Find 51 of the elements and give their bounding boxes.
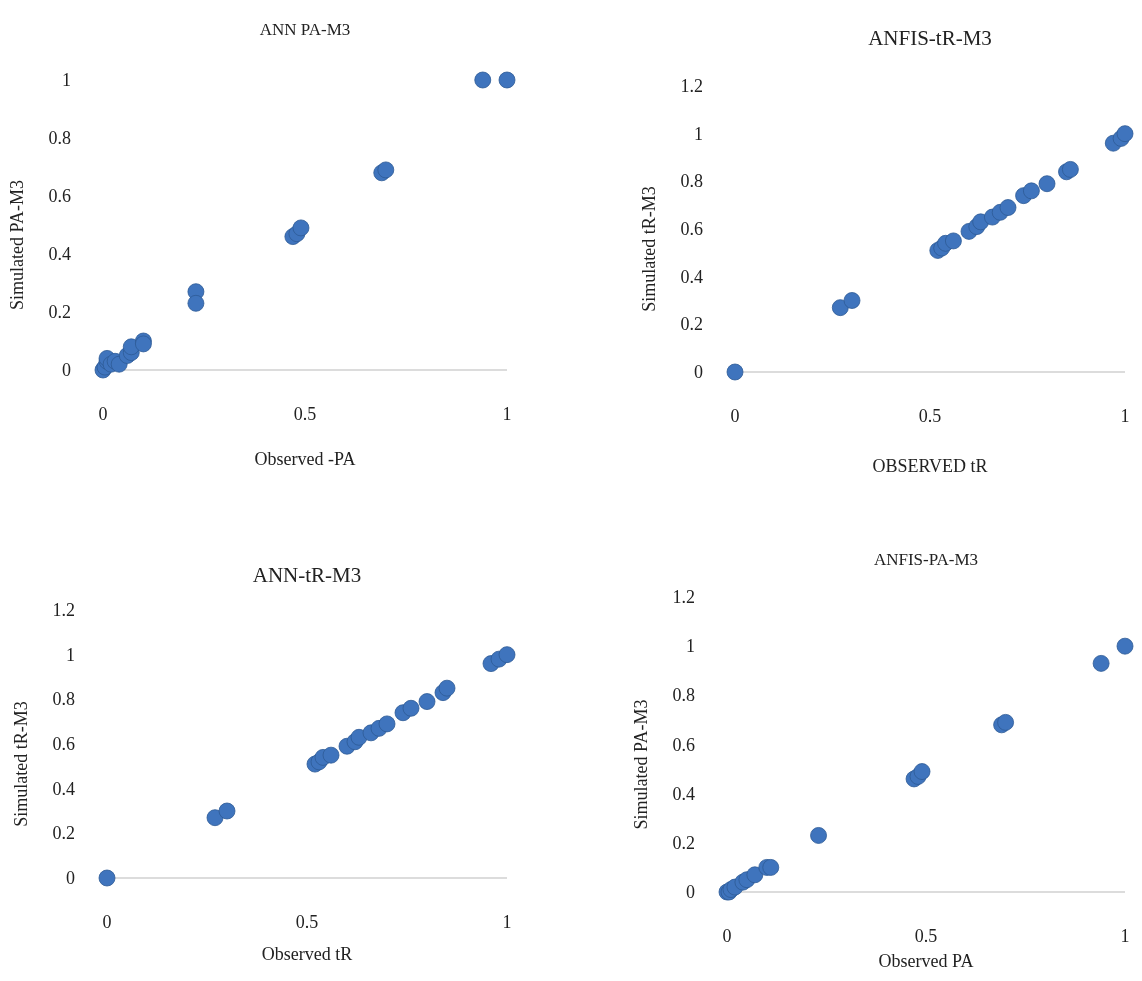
x-tick-label: 0 xyxy=(102,912,112,932)
x-tick-label: 0.5 xyxy=(914,926,938,946)
x-axis-title: Observed -PA xyxy=(254,449,356,469)
x-tick-label: 1 xyxy=(502,912,512,932)
y-tick-label: 0.8 xyxy=(672,685,695,706)
x-tick-label: 1 xyxy=(1120,406,1130,426)
x-tick-label: 0.5 xyxy=(918,406,942,426)
y-tick-label: 0.6 xyxy=(672,734,695,755)
y-tick-label: 0.4 xyxy=(680,266,703,287)
y-tick-label: 1.2 xyxy=(672,587,695,607)
x-axis-title: Observed PA xyxy=(878,951,974,971)
y-tick-label: 0.2 xyxy=(48,302,71,322)
y-tick-label: 0.2 xyxy=(680,314,703,335)
y-tick-label: 0 xyxy=(66,868,75,888)
y-axis-title: Simulated tR-M3 xyxy=(639,186,659,312)
y-tick-label: 0.6 xyxy=(48,186,71,206)
y-tick-label: 0.4 xyxy=(52,778,75,799)
y-tick-label: 0.2 xyxy=(52,823,75,844)
y-tick-label: 0 xyxy=(694,362,703,382)
y-axis-title: Simulated tR-M3 xyxy=(11,701,31,827)
x-tick-label: 0.5 xyxy=(293,404,317,424)
y-tick-label: 0.8 xyxy=(48,128,71,148)
y-axis-title: Simulated PA-M3 xyxy=(631,699,651,830)
x-axis-title: Observed tR xyxy=(261,944,353,964)
y-tick-label: 1.2 xyxy=(52,600,75,620)
y-tick-label: 0.4 xyxy=(672,783,695,804)
x-tick-label: 0 xyxy=(722,926,732,946)
chart-title: ANN PA-M3 xyxy=(259,20,351,39)
y-tick-label: 1 xyxy=(694,123,703,144)
y-axis-title: Simulated PA-M3 xyxy=(7,180,27,310)
x-tick-label: 0 xyxy=(730,406,740,426)
x-axis-title: OBSERVED tR xyxy=(872,456,988,476)
chart-title: ANFIS-PA-M3 xyxy=(873,550,979,569)
y-tick-label: 0 xyxy=(62,360,71,380)
y-tick-label: 1.2 xyxy=(680,76,703,96)
chart-title: ANFIS-tR-M3 xyxy=(868,26,992,50)
chart-title: ANN-tR-M3 xyxy=(252,563,362,587)
y-tick-label: 0.2 xyxy=(672,832,695,853)
y-tick-label: 0.6 xyxy=(52,734,75,754)
y-tick-label: 0.8 xyxy=(52,689,75,710)
x-tick-label: 0 xyxy=(98,404,108,424)
y-tick-label: 1 xyxy=(62,70,71,90)
y-tick-label: 0 xyxy=(686,882,695,902)
x-tick-label: 1 xyxy=(502,404,512,424)
y-tick-label: 0.4 xyxy=(48,244,71,264)
y-tick-label: 1 xyxy=(66,644,75,665)
x-tick-label: 1 xyxy=(1120,926,1130,946)
y-tick-label: 0.6 xyxy=(680,219,703,239)
y-tick-label: 1 xyxy=(686,636,695,657)
y-tick-label: 0.8 xyxy=(680,171,703,192)
x-tick-label: 0.5 xyxy=(295,912,319,932)
